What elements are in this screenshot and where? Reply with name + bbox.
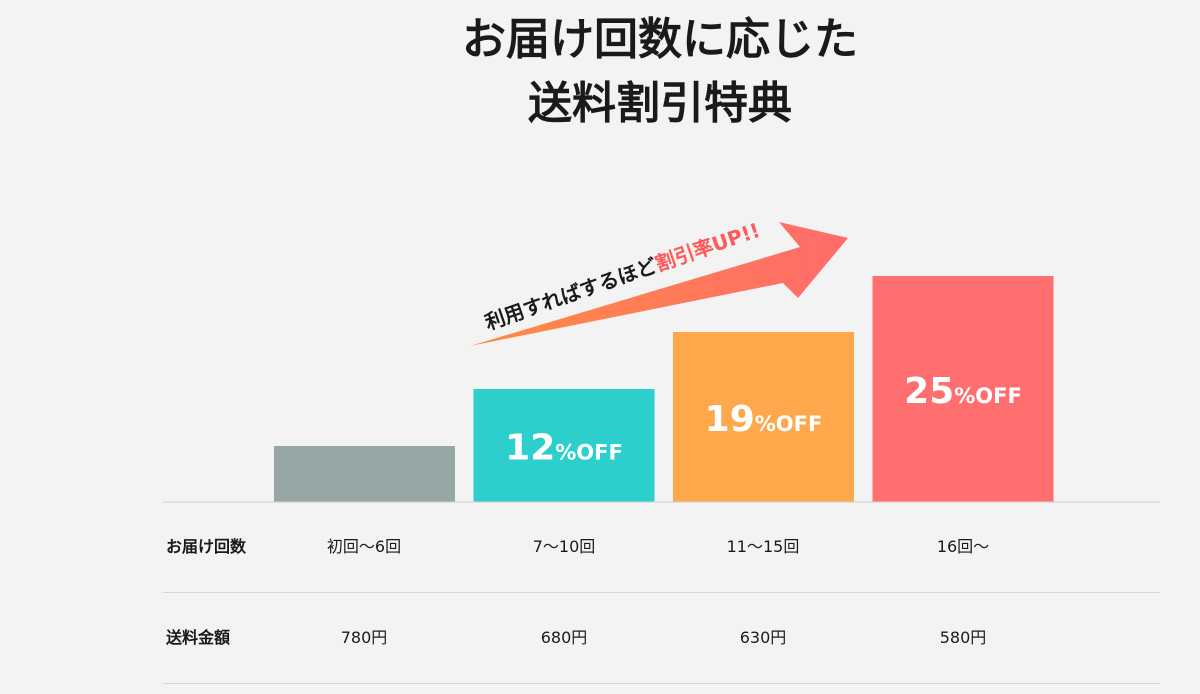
arrow-icon bbox=[470, 222, 848, 346]
page-title: お届け回数に応じた 送料割引特典 bbox=[0, 8, 1200, 136]
bar-label-number: 19 bbox=[705, 399, 755, 440]
bar bbox=[872, 276, 1054, 502]
table-cell: 630円 bbox=[739, 628, 787, 647]
discount-table: お届け回数 初回〜6回 7〜10回 11〜15回 16回〜 送料金額 780円 … bbox=[163, 502, 1160, 684]
table-cell: 680円 bbox=[540, 628, 588, 647]
bar bbox=[673, 332, 854, 502]
title-line-2: 送料割引特典 bbox=[528, 78, 792, 129]
table-cell: 7〜10回 bbox=[532, 537, 596, 556]
row-header-shipping-fee: 送料金額 bbox=[166, 628, 231, 647]
table-row-shipping-fee: 送料金額 780円 680円 630円 580円 bbox=[163, 593, 1160, 684]
bar-label: 19%OFF bbox=[705, 399, 823, 440]
bar bbox=[274, 446, 455, 502]
table-cell: 11〜15回 bbox=[726, 537, 800, 556]
table-cell: 16回〜 bbox=[936, 537, 990, 556]
bar-label-number: 12 bbox=[505, 428, 555, 469]
bar-label-number: 25 bbox=[904, 371, 954, 412]
title-line-1: お届け回数に応じた bbox=[462, 14, 858, 65]
table-row-delivery-count: お届け回数 初回〜6回 7〜10回 11〜15回 16回〜 bbox=[163, 502, 1160, 593]
table-cell: 780円 bbox=[340, 628, 388, 647]
table-cell: 初回〜6回 bbox=[326, 537, 402, 556]
bar-label-suffix: %OFF bbox=[954, 384, 1022, 408]
bar-label: 25%OFF bbox=[904, 371, 1022, 412]
bar-label-suffix: %OFF bbox=[555, 441, 623, 465]
bar-label: 12%OFF bbox=[505, 428, 623, 469]
table-cell: 580円 bbox=[939, 628, 987, 647]
bar bbox=[473, 389, 655, 502]
bar-label-suffix: %OFF bbox=[755, 412, 823, 436]
upward-arrow: 利用すればするほど割引率UP!! bbox=[470, 218, 848, 346]
row-header-delivery-count: お届け回数 bbox=[166, 537, 247, 556]
